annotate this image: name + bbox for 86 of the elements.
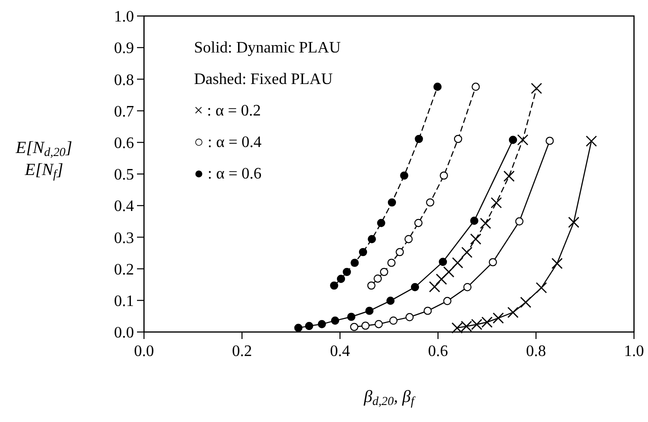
point [452,257,464,268]
point [517,134,528,146]
point [387,258,396,267]
y-tick-label: 0.5 [114,166,134,184]
point [472,82,480,91]
point [361,322,370,330]
x-tick-label: 0.2 [232,343,252,360]
y-tick-label: 0.8 [114,72,134,89]
point [331,316,340,325]
x-tick-label: 0.0 [134,343,154,360]
point [374,274,382,283]
point [404,234,413,244]
point [410,283,420,292]
point [400,171,408,180]
point [568,216,580,228]
point [389,316,398,325]
y-tick-label: 0.9 [114,40,134,58]
point [461,246,473,258]
point [342,268,351,276]
point [414,218,422,228]
point [350,258,359,267]
annotation: Solid: Dynamic PLAU [194,40,342,57]
point [438,258,447,266]
point [424,306,432,315]
point [515,217,524,226]
point [503,170,515,182]
point [374,320,383,328]
point [520,296,532,308]
point [463,283,472,292]
point [454,134,462,144]
point [388,198,396,207]
point [368,234,376,244]
x-axis-title: β$_{d,20}$, β$_{f}$ [362,387,416,408]
point [443,296,452,306]
point [536,282,547,294]
point [330,281,338,290]
point [428,281,440,292]
y-tick-label: 0.4 [114,198,134,216]
point [305,322,314,330]
point [490,197,502,208]
point [546,136,554,145]
point [488,258,497,266]
y-tick-label: 0.3 [114,230,134,247]
point [426,198,434,207]
point [551,258,563,270]
y-tick-label: 0.6 [114,135,134,152]
point [350,322,358,332]
point [365,306,374,315]
point [530,82,542,94]
annotation: ○ : α = 0.4 [194,134,262,152]
annotation: × : α = 0.2 [194,102,261,120]
y-tick-label: 0.0 [114,324,134,342]
point [377,218,386,228]
x-tick-label: 0.6 [428,343,448,360]
point [470,233,482,245]
point [347,312,356,321]
y-axis-title: E[N$_{d,20}$] E[N$_{f}$] [14,138,72,182]
y-tick-label: 0.7 [114,103,134,120]
point [336,274,346,284]
point [470,216,478,225]
point [440,171,448,180]
point [367,281,376,290]
point [436,274,448,285]
annotation: ● : α = 0.6 [194,166,262,183]
point [318,320,326,328]
y-tick-label: 0.1 [114,293,134,310]
point [492,312,504,324]
point [358,248,368,256]
point [586,136,597,147]
x-tick-label: 1.0 [624,343,644,360]
x-tick-label: 0.4 [330,343,350,360]
annotation: Dashed: Fixed PLAU [194,71,334,88]
y-tick-label: 1.0 [114,8,134,26]
point [405,313,414,322]
point [386,296,395,305]
point [433,82,442,91]
point [294,324,302,332]
y-tick-label: 0.2 [114,261,134,278]
point [507,306,519,318]
point [443,266,454,278]
point [414,134,423,144]
point [396,248,404,256]
point [508,136,518,144]
point [380,268,388,276]
point [480,218,492,229]
x-tick-label: 0.8 [526,343,546,360]
